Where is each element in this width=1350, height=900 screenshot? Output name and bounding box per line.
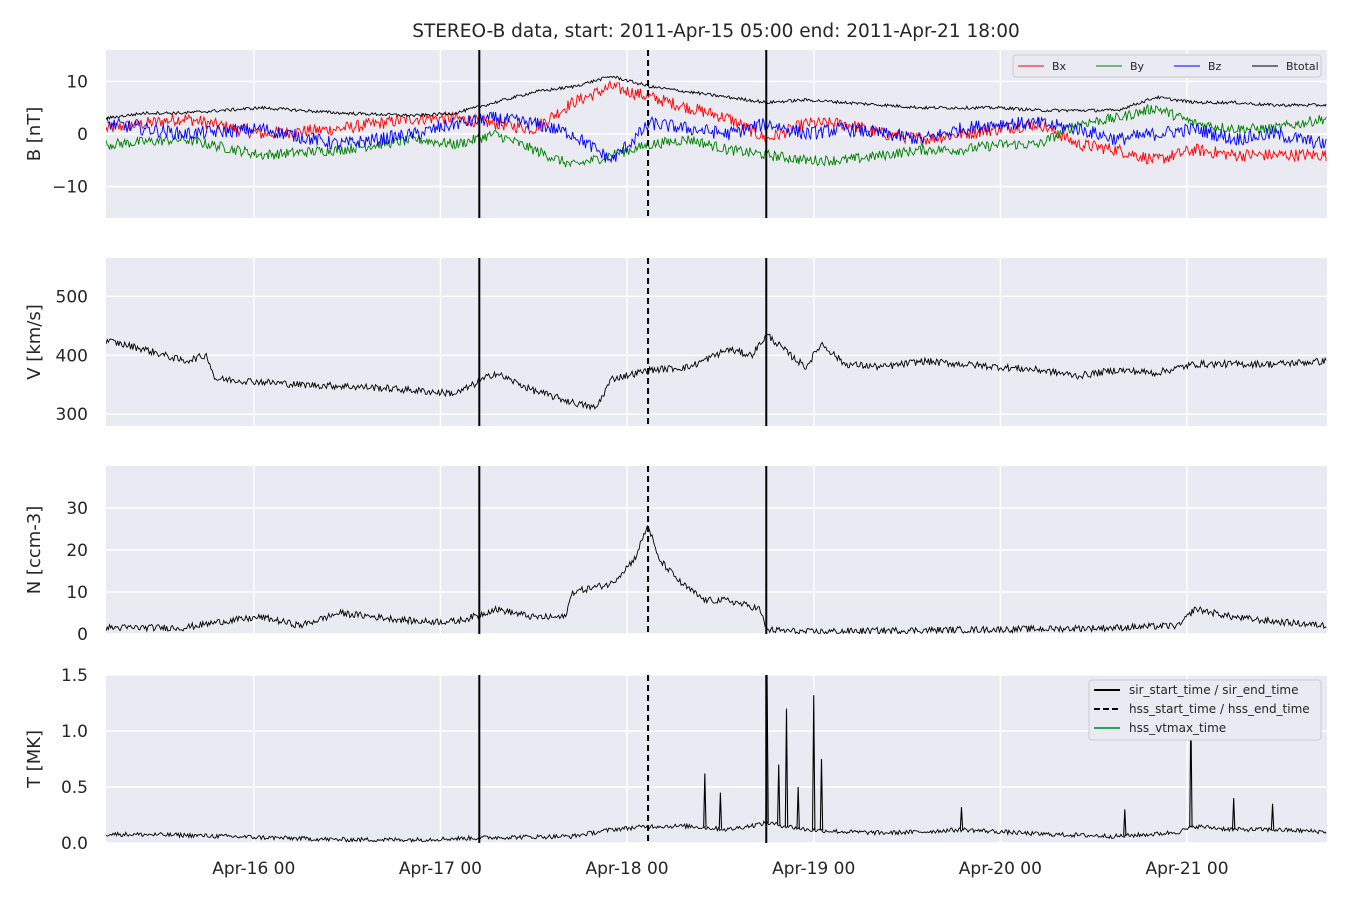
temperature-spike: [1231, 798, 1236, 830]
y-tick-label: 400: [56, 346, 88, 366]
series-bz: [106, 111, 1327, 164]
temperature-spike: [1270, 803, 1275, 830]
x-tick-label: Apr-16 00: [212, 859, 295, 879]
legend-label: hss_vtmax_time: [1129, 721, 1226, 735]
y-tick-label: 20: [66, 541, 88, 561]
y-tick-label: 0.0: [61, 834, 88, 854]
series-by: [106, 103, 1327, 168]
panel-3: 30 20 10 0 N [ccm-3]: [24, 466, 1327, 645]
temperature-spike: [819, 758, 824, 831]
plot-area: [106, 333, 1327, 411]
series-line-3: [106, 820, 1327, 843]
temperature-spike: [1123, 809, 1127, 836]
y-axis-label: T [MK]: [24, 730, 45, 789]
y-tick-label: 1.5: [61, 666, 88, 686]
y-axis-label: B [nT]: [24, 107, 45, 162]
temperature-spike: [703, 773, 707, 828]
panel-2: 500 400 300 V [km/s]: [24, 258, 1327, 426]
y-tick-label: 10: [66, 583, 88, 603]
x-tick-label: Apr-19 00: [772, 859, 855, 879]
legend-box: [1012, 54, 1322, 78]
plot-area: [106, 75, 1327, 168]
legend-label: hss_start_time / hss_end_time: [1129, 702, 1310, 716]
legend-label: Btotal: [1286, 60, 1319, 73]
temperature-spike: [959, 807, 964, 830]
temperature-spike: [718, 792, 723, 829]
y-tick-label: 30: [66, 499, 88, 519]
legend-label: By: [1130, 60, 1145, 73]
x-tick-label: Apr-17 00: [399, 859, 482, 879]
series-line-2: [106, 524, 1327, 634]
series-bx: [106, 80, 1327, 165]
plot-area: [106, 524, 1327, 634]
y-tick-label: 0: [77, 125, 88, 145]
legend: sir_start_time / sir_end_time hss_start_t…: [1088, 679, 1322, 741]
y-axis-label: V [km/s]: [24, 304, 45, 379]
temperature-spike: [811, 695, 816, 831]
y-axis-label: N [ccm-3]: [24, 506, 45, 595]
x-tick-label: Apr-18 00: [586, 859, 669, 879]
legend-label: sir_start_time / sir_end_time: [1129, 683, 1299, 697]
y-tick-label: 0: [77, 625, 88, 645]
legend: Bx By Bz Btotal: [1012, 54, 1322, 78]
figure-title: STEREO-B data, start: 2011-Apr-15 05:00 …: [412, 21, 1020, 42]
temperature-spike: [796, 786, 800, 829]
legend-box: [1088, 679, 1322, 741]
series-btotal: [106, 75, 1327, 120]
y-tick-label: 500: [56, 287, 88, 307]
panel-1: 10 0 −10 B [nT] Bx By Bz Btotal: [24, 50, 1327, 218]
legend-label: Bz: [1208, 60, 1222, 73]
series-line-1: [106, 333, 1327, 411]
panel-background: [106, 258, 1327, 426]
y-tick-label: 0.5: [61, 778, 88, 798]
y-tick-label: 1.0: [61, 722, 88, 742]
x-tick-label: Apr-20 00: [959, 859, 1042, 879]
legend-label: Bx: [1052, 60, 1067, 73]
y-tick-label: −10: [52, 178, 88, 198]
y-tick-label: 300: [56, 405, 88, 425]
y-tick-label: 10: [66, 73, 88, 93]
temperature-spike: [777, 764, 781, 825]
x-tick-label: Apr-21 00: [1145, 859, 1228, 879]
temperature-spike: [784, 708, 789, 827]
panel-4: 1.5 1.0 0.5 0.0 T [MK] sir_start_time / sir_e…: [24, 666, 1327, 854]
